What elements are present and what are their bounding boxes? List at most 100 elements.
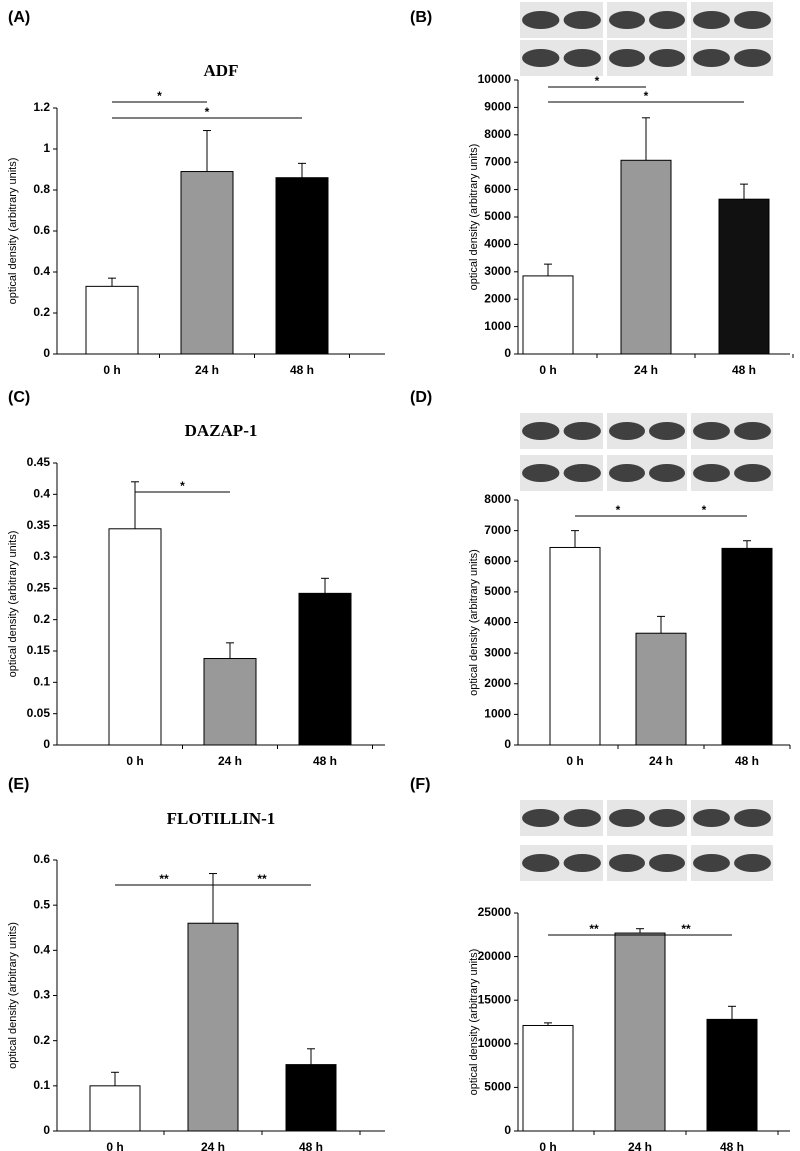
y-tick-label: 0.5 [33, 897, 50, 911]
blot-band [734, 49, 771, 67]
y-tick-label: 0.1 [33, 1078, 50, 1092]
y-tick-label: 0.45 [27, 455, 51, 469]
y-tick-label: 0.25 [27, 581, 51, 595]
x-tick-label: 0 h [126, 754, 143, 768]
blot-band [734, 422, 771, 440]
x-tick-label: 0 h [106, 1140, 123, 1151]
x-tick-label: 24 h [634, 363, 658, 377]
x-tick-label: 48 h [732, 363, 756, 377]
y-tick-label: 25000 [478, 905, 512, 919]
bar [89, 1085, 141, 1132]
x-tick-label: 24 h [195, 363, 219, 377]
blot-band [693, 11, 730, 29]
blot-band [563, 11, 601, 29]
blot-band [693, 464, 730, 482]
bar [620, 159, 672, 355]
significance-mark: * [702, 503, 707, 517]
y-tick-label: 0 [43, 737, 50, 751]
y-tick-label: 0.2 [33, 612, 50, 626]
y-tick-label: 2000 [484, 291, 511, 305]
x-tick-label: 24 h [649, 754, 673, 768]
y-tick-label: 4000 [484, 237, 511, 251]
y-tick-label: 9000 [484, 100, 511, 114]
y-tick-label: 2000 [484, 676, 511, 690]
panel-label: (A) [8, 9, 30, 26]
blot-band [522, 49, 560, 67]
blot-band [693, 422, 730, 440]
y-tick-label: 0.3 [33, 549, 50, 563]
significance-mark: * [644, 89, 649, 103]
blot-band [609, 11, 645, 29]
y-tick-label: 0 [504, 1123, 511, 1137]
x-tick-label: 48 h [720, 1140, 744, 1151]
y-tick-label: 0 [43, 346, 50, 360]
y-tick-label: 6000 [484, 553, 511, 567]
blot-band [563, 464, 601, 482]
bar [108, 528, 162, 746]
y-tick-label: 0.4 [33, 264, 50, 278]
x-tick-label: 48 h [735, 754, 759, 768]
panel-label: (F) [410, 776, 430, 793]
x-tick-label: 48 h [290, 363, 314, 377]
bar [85, 285, 139, 355]
bar [180, 171, 234, 355]
blot-band [563, 854, 601, 872]
blot-band [734, 809, 771, 827]
y-tick-label: 0.8 [33, 182, 50, 196]
y-axis-label: optical density (arbitrary units) [468, 144, 480, 291]
bar [718, 198, 770, 355]
blot-band [734, 11, 771, 29]
y-tick-label: 0.3 [33, 988, 50, 1002]
bar [203, 658, 257, 746]
blot-band [693, 49, 730, 67]
y-axis-label: optical density (arbitrary units) [468, 949, 480, 1096]
blot-band [609, 854, 645, 872]
bar [275, 177, 329, 355]
y-tick-label: 3000 [484, 264, 511, 278]
blot-band [649, 464, 685, 482]
y-tick-label: 7000 [484, 154, 511, 168]
bar [635, 632, 687, 746]
y-tick-label: 0.2 [33, 305, 50, 319]
panel-label: (D) [410, 389, 432, 406]
y-tick-label: 8000 [484, 492, 511, 506]
blot-band [649, 809, 685, 827]
y-axis-label: optical density (arbitrary units) [7, 158, 19, 305]
y-tick-label: 0.6 [33, 223, 50, 237]
x-tick-label: 0 h [103, 363, 120, 377]
y-tick-label: 3000 [484, 645, 511, 659]
x-tick-label: 0 h [566, 754, 583, 768]
y-tick-label: 1000 [484, 319, 511, 333]
significance-mark: * [180, 479, 185, 493]
x-tick-label: 0 h [539, 1140, 556, 1151]
blot-band [609, 49, 645, 67]
blot-band [734, 464, 771, 482]
bar [285, 1064, 337, 1132]
blot-band [649, 422, 685, 440]
significance-mark: * [157, 89, 162, 103]
y-axis-label: optical density (arbitrary units) [468, 549, 480, 696]
x-tick-label: 24 h [218, 754, 242, 768]
y-tick-label: 10000 [478, 72, 512, 86]
blot-band [609, 809, 645, 827]
y-tick-label: 5000 [484, 209, 511, 223]
y-tick-label: 20000 [478, 949, 512, 963]
blot-band [522, 464, 560, 482]
panel-label: (E) [8, 776, 29, 793]
y-tick-label: 0.35 [27, 518, 51, 532]
chart-title: FLOTILLIN-1 [167, 809, 276, 828]
y-tick-label: 0.6 [33, 852, 50, 866]
bar [706, 1018, 758, 1132]
y-tick-label: 5000 [484, 584, 511, 598]
bar [187, 922, 239, 1132]
x-tick-label: 24 h [201, 1140, 225, 1151]
y-tick-label: 0.2 [33, 1033, 50, 1047]
blot-band [693, 854, 730, 872]
blot-band [609, 464, 645, 482]
chart-title: DAZAP-1 [185, 421, 258, 440]
blot-band [734, 854, 771, 872]
significance-mark: ** [159, 872, 169, 886]
x-tick-label: 48 h [299, 1140, 323, 1151]
blot-band [563, 422, 601, 440]
